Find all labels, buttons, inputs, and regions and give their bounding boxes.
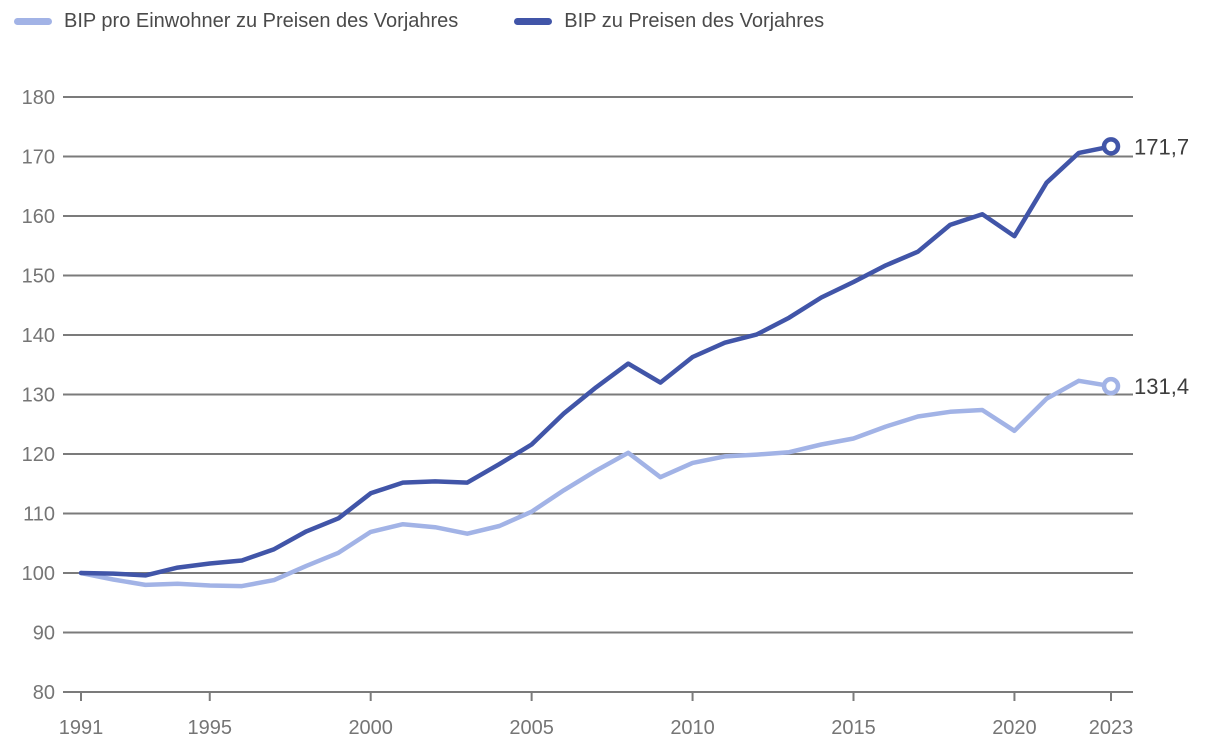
- y-axis-label: 100: [22, 563, 55, 585]
- legend-swatch-bip-icon: [514, 17, 553, 25]
- y-axis-label: 170: [22, 147, 55, 169]
- y-axis-label: 90: [33, 623, 55, 645]
- series-endpoint-marker-bip-pro-einwohner: [1101, 376, 1121, 396]
- series-line-bip: [78, 144, 1114, 578]
- legend-item-bip[interactable]: BIP zu Preisen des Vorjahres: [514, 10, 824, 33]
- y-axis-label: 140: [22, 325, 55, 347]
- y-axis-label: 160: [22, 206, 55, 228]
- legend-label-bip: BIP zu Preisen des Vorjahres: [564, 9, 825, 32]
- line-chart: 80 90 100 110 120 130 140 150 160 170 180 1991 1995 2…: [22, 87, 1189, 739]
- legend-item-bip-pro-einwohner[interactable]: BIP pro Einwohner zu Preisen des Vorjahr…: [14, 10, 458, 33]
- legend-swatch-bip-pro-einwohner-icon: [14, 17, 52, 25]
- chart-legend: BIP pro Einwohner zu Preisen des Vorjahr…: [14, 6, 824, 36]
- x-axis-label: 2005: [509, 717, 554, 739]
- x-axis-label: 1995: [188, 717, 233, 739]
- series-end-value-label-bip: 171,7: [1134, 134, 1189, 159]
- y-axis-label: 80: [33, 682, 55, 704]
- series-endpoint-marker-bip: [1101, 137, 1121, 156]
- x-axis-label: 1991: [59, 717, 104, 739]
- y-axis-label: 130: [22, 385, 55, 407]
- y-axis-label: 110: [23, 504, 55, 526]
- legend-label-bip-pro-einwohner: BIP pro Einwohner zu Preisen des Vorjahr…: [64, 9, 459, 32]
- x-axis-label: 2020: [992, 717, 1037, 739]
- y-axis-label: 180: [22, 87, 55, 109]
- series-line-bip-pro-einwohner: [78, 378, 1114, 589]
- x-axis-label: 2023: [1089, 717, 1134, 739]
- y-axis-label: 120: [22, 444, 55, 466]
- x-axis-label: 2010: [670, 717, 715, 739]
- chart-area: 80 90 100 110 120 130 140 150 160 170 180 1991 1995 2…: [0, 40, 1220, 756]
- series-end-value-label-bip-pro-einwohner: 131,4: [1134, 374, 1189, 399]
- y-axis-label: 150: [22, 266, 55, 288]
- x-axis-label: 2000: [348, 717, 393, 739]
- x-axis-label: 2015: [831, 717, 876, 739]
